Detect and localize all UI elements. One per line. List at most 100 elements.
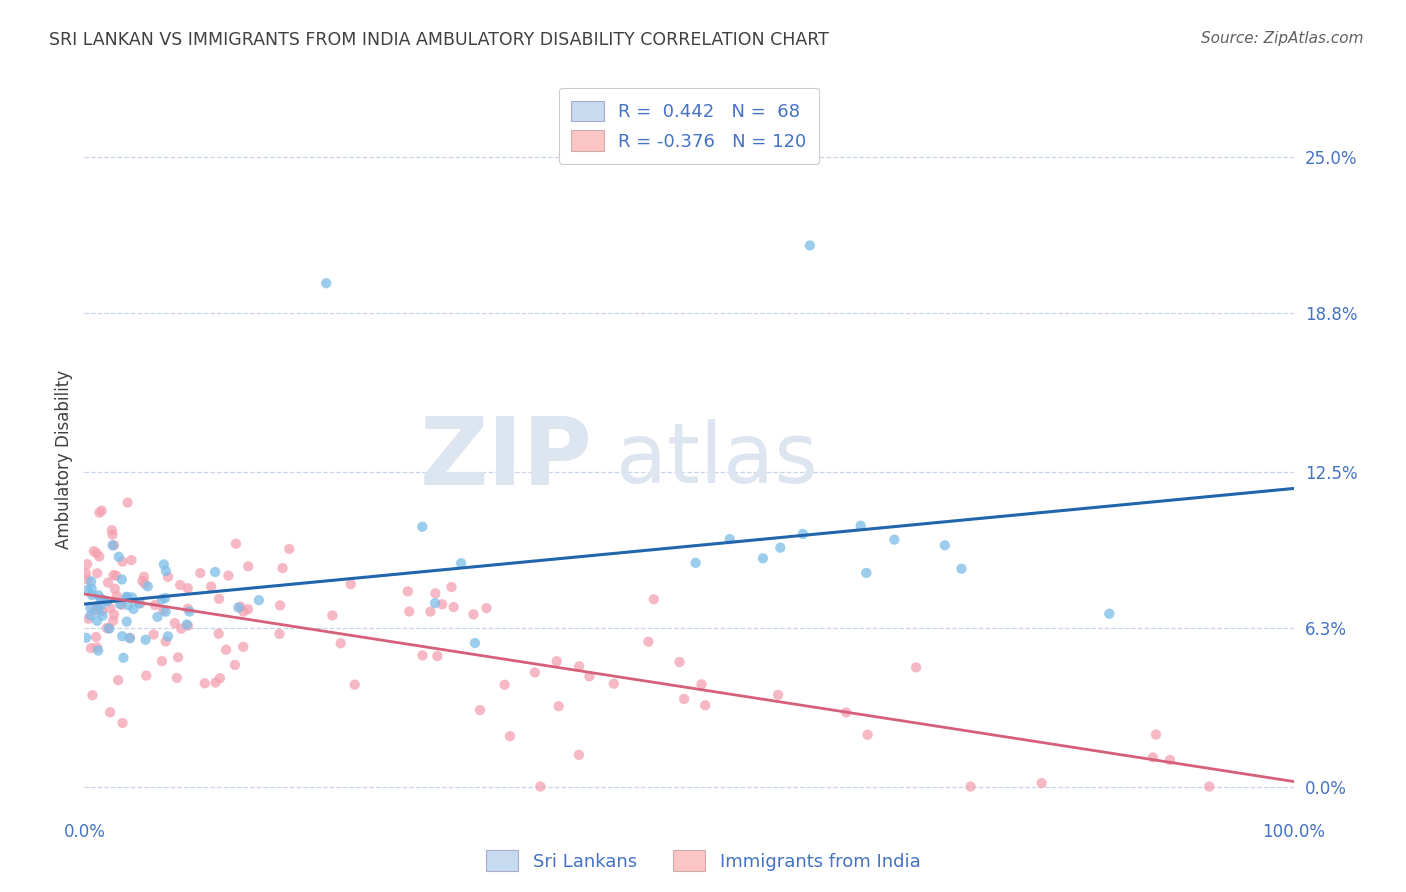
Point <box>411 520 433 534</box>
Point <box>177 618 200 632</box>
Point <box>1159 753 1181 767</box>
Point <box>343 678 366 692</box>
Point <box>75 631 97 645</box>
Point <box>494 678 516 692</box>
Point <box>84 630 107 644</box>
Point <box>232 605 254 619</box>
Point <box>86 640 108 655</box>
Point <box>695 698 717 713</box>
Point <box>396 584 419 599</box>
Point <box>82 688 104 702</box>
Point <box>76 557 98 571</box>
Point <box>673 692 696 706</box>
Point <box>1144 727 1167 741</box>
Point <box>86 546 108 560</box>
Point <box>269 627 291 641</box>
Point <box>752 551 775 566</box>
Point <box>83 603 105 617</box>
Point <box>80 588 103 602</box>
Point <box>105 589 128 603</box>
Point <box>339 577 361 591</box>
Point <box>668 655 690 669</box>
Point <box>426 648 449 663</box>
Point <box>80 574 103 589</box>
Point <box>103 538 125 552</box>
Point <box>150 654 173 668</box>
Point <box>101 527 124 541</box>
Point <box>98 601 121 615</box>
Point <box>883 533 905 547</box>
Point <box>835 706 858 720</box>
Point <box>568 747 591 762</box>
Point <box>177 602 200 616</box>
Point <box>115 615 138 629</box>
Point <box>166 671 188 685</box>
Point <box>80 641 103 656</box>
Point <box>111 598 134 612</box>
Point <box>315 277 337 291</box>
Point <box>155 605 177 619</box>
Point <box>80 582 103 596</box>
Point <box>228 600 250 615</box>
Point <box>1198 780 1220 794</box>
Point <box>131 574 153 588</box>
Point <box>87 603 110 617</box>
Point <box>229 599 252 614</box>
Point <box>76 583 98 598</box>
Point <box>443 600 465 615</box>
Point <box>136 579 159 593</box>
Point <box>111 715 134 730</box>
Point <box>905 660 928 674</box>
Point <box>96 621 118 635</box>
Point <box>129 596 152 610</box>
Point <box>499 729 522 743</box>
Point <box>115 590 138 604</box>
Point <box>111 555 134 569</box>
Point <box>142 627 165 641</box>
Point <box>118 631 141 645</box>
Point <box>79 601 101 615</box>
Point <box>799 238 821 252</box>
Point <box>89 506 111 520</box>
Point <box>107 673 129 688</box>
Point <box>568 659 591 673</box>
Point <box>163 616 186 631</box>
Text: SRI LANKAN VS IMMIGRANTS FROM INDIA AMBULATORY DISABILITY CORRELATION CHART: SRI LANKAN VS IMMIGRANTS FROM INDIA AMBU… <box>49 31 830 49</box>
Point <box>468 703 491 717</box>
Point <box>167 650 190 665</box>
Point <box>225 537 247 551</box>
Point <box>217 568 239 582</box>
Point <box>685 556 707 570</box>
Point <box>91 604 114 618</box>
Point <box>153 558 176 572</box>
Point <box>1031 776 1053 790</box>
Point <box>934 538 956 552</box>
Point <box>97 575 120 590</box>
Point <box>643 592 665 607</box>
Point <box>91 592 114 607</box>
Point <box>77 612 100 626</box>
Point <box>128 597 150 611</box>
Point <box>450 556 472 570</box>
Point <box>152 603 174 617</box>
Point <box>1142 750 1164 764</box>
Point <box>153 591 176 605</box>
Point <box>247 593 270 607</box>
Point <box>232 640 254 654</box>
Point <box>103 568 125 582</box>
Point <box>792 527 814 541</box>
Point <box>169 578 191 592</box>
Point <box>87 588 110 602</box>
Point <box>96 594 118 608</box>
Point <box>423 596 446 610</box>
Point <box>86 614 108 628</box>
Point <box>89 549 111 564</box>
Point <box>329 636 352 650</box>
Point <box>121 591 143 605</box>
Point <box>430 597 453 611</box>
Point <box>150 592 173 607</box>
Text: atlas: atlas <box>616 419 818 500</box>
Point <box>529 780 551 794</box>
Point <box>578 669 600 683</box>
Point <box>179 605 201 619</box>
